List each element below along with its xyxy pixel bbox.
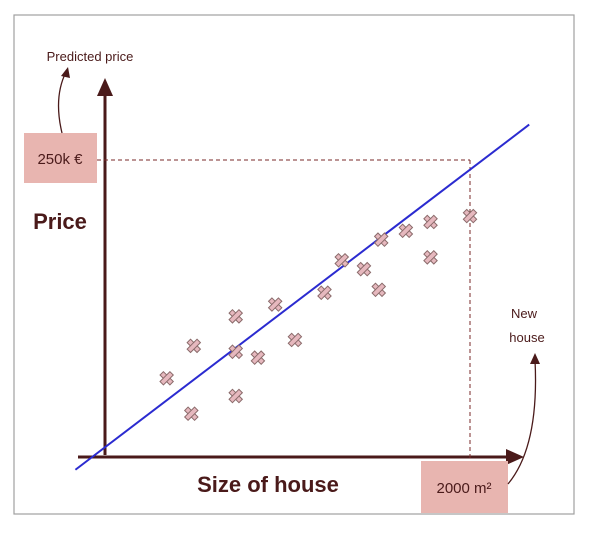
data-point-3 — [186, 338, 202, 354]
new-house-arrowhead — [530, 353, 540, 364]
predicted-value-box — [24, 133, 97, 183]
data-point-1 — [159, 370, 175, 386]
regression-line-group — [74, 123, 530, 471]
predicted-value-label: 250k € — [37, 151, 83, 168]
prediction-guides — [97, 159, 471, 462]
new-house-value-label: 2000 m² — [436, 480, 491, 497]
data-point-15 — [398, 223, 414, 239]
predicted-price-arrow — [57, 71, 67, 134]
data-point-2 — [183, 406, 199, 422]
data-point-6 — [228, 308, 244, 324]
data-point-11 — [334, 252, 350, 268]
new-house-note-line2: house — [509, 330, 544, 345]
new-house-arrow — [507, 359, 537, 485]
x-axis-label: Size of house — [197, 472, 339, 497]
y-axis-label: Price — [33, 209, 87, 234]
predicted-price-note: Predicted price — [47, 49, 134, 64]
axes — [78, 78, 524, 465]
data-point-17 — [423, 249, 438, 265]
data-point-18 — [462, 208, 478, 224]
regression-line — [74, 123, 530, 471]
data-point-12 — [356, 261, 372, 277]
chart-frame — [13, 14, 575, 515]
data-points — [159, 208, 478, 422]
predicted-price-arrowhead — [61, 67, 70, 78]
new-house-value-box — [421, 461, 508, 513]
data-point-14 — [371, 282, 387, 298]
x-axis-arrow — [506, 449, 524, 465]
data-point-7 — [250, 350, 266, 366]
data-point-8 — [267, 297, 283, 312]
new-house-note-line1: New — [511, 306, 538, 321]
data-point-16 — [423, 214, 438, 230]
data-point-4 — [228, 388, 244, 404]
y-axis-arrow — [97, 78, 113, 96]
data-point-9 — [287, 332, 303, 348]
data-point-5 — [228, 344, 244, 360]
data-point-13 — [373, 232, 389, 248]
data-point-10 — [317, 285, 332, 301]
